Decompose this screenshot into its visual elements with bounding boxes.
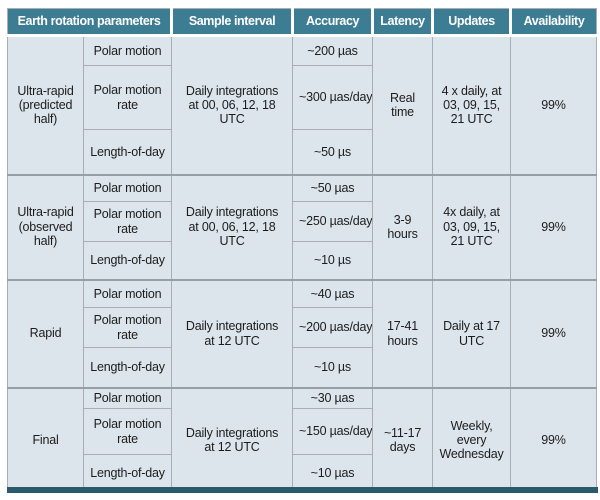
group-name-cell: Ultra-rapid (predicted half): [7, 35, 84, 175]
earth-rotation-parameters-table: Earth rotation parameters Sample interva…: [6, 8, 598, 493]
table-bottom-accent-bar: [7, 487, 598, 493]
latency-cell: Real time: [372, 35, 434, 175]
group-name-cell: Ultra-rapid (observed half): [7, 173, 84, 280]
accuracy-cell: ~250 µas/day: [292, 201, 374, 242]
parameter-cell: Polar motion: [82, 278, 173, 308]
parameter-cell: Length-of-day: [82, 129, 173, 175]
column-header-availability: Availability: [509, 8, 598, 37]
availability-cell: 99%: [510, 173, 598, 280]
table-row: Polar motion rate ~150 µas/day: [8, 408, 597, 455]
accuracy-cell: ~10 µas: [292, 454, 374, 493]
parameter-cell: Polar motion rate: [82, 307, 173, 348]
column-header-latency: Latency: [371, 8, 434, 37]
availability-cell: 99%: [510, 35, 598, 175]
accuracy-cell: ~30 µas: [292, 386, 374, 409]
accuracy-cell: ~10 µs: [292, 241, 374, 280]
updates-cell: 4 x daily, at 03, 09, 15, 21 UTC: [432, 35, 512, 175]
column-header-earth-rotation-parameters: Earth rotation parameters: [6, 8, 173, 37]
group-name-cell: Final: [7, 386, 84, 493]
sample-interval-cell: Daily integrations at 12 UTC: [171, 386, 294, 493]
parameter-cell: Length-of-day: [82, 241, 173, 280]
availability-cell: 99%: [510, 386, 598, 493]
accuracy-cell: ~50 µas: [292, 173, 374, 202]
column-header-updates: Updates: [431, 8, 512, 37]
column-header-accuracy: Accuracy: [291, 8, 374, 37]
header-row: Earth rotation parameters Sample interva…: [6, 8, 598, 37]
accuracy-cell: ~10 µs: [292, 347, 374, 388]
accuracy-cell: ~200 µas/day: [292, 307, 374, 348]
table-row: Length-of-day ~10 µs: [8, 347, 597, 388]
sample-interval-cell: Daily integrations at 00, 06, 12, 18 UTC: [171, 173, 294, 280]
latency-cell: 17-41 hours: [372, 278, 434, 388]
parameter-cell: Polar motion rate: [82, 201, 173, 242]
accuracy-cell: ~150 µas/day: [292, 408, 374, 455]
accuracy-cell: ~300 µas/day: [292, 65, 374, 130]
table-row: Length-of-day ~50 µs: [8, 129, 597, 175]
accuracy-cell: ~50 µs: [292, 129, 374, 175]
group-name-cell: Rapid: [7, 278, 84, 388]
parameter-cell: Polar motion: [82, 173, 173, 202]
sample-interval-cell: Daily integrations at 12 UTC: [171, 278, 294, 388]
updates-cell: 4x daily, at 03, 09, 15, 21 UTC: [432, 173, 512, 280]
parameter-cell: Polar motion rate: [82, 65, 173, 130]
parameter-cell: Polar motion: [82, 35, 173, 66]
parameter-cell: Polar motion: [82, 386, 173, 409]
updates-cell: Weekly, every Wednesday: [432, 386, 512, 493]
latency-cell: 3-9 hours: [372, 173, 434, 280]
table-row: Ultra-rapid (predicted half) Polar motio…: [7, 35, 598, 175]
table-row: Polar motion rate ~300 µas/day: [8, 65, 597, 130]
parameter-cell: Length-of-day: [82, 454, 173, 493]
table-row: Rapid Polar motion Daily integrations at…: [7, 278, 598, 388]
table-row: Polar motion rate ~250 µas/day: [8, 201, 597, 242]
updates-cell: Daily at 17 UTC: [432, 278, 512, 388]
sample-interval-cell: Daily integrations at 00, 06, 12, 18 UTC: [171, 35, 294, 175]
table-row: Ultra-rapid (observed half) Polar motion…: [7, 173, 598, 280]
accuracy-cell: ~40 µas: [292, 278, 374, 308]
parameter-cell: Polar motion rate: [82, 408, 173, 455]
availability-cell: 99%: [510, 278, 598, 388]
column-header-sample-interval: Sample interval: [170, 8, 294, 37]
table-row: Final Polar motion Daily integrations at…: [7, 386, 598, 493]
latency-cell: ~11-17 days: [372, 386, 434, 493]
table-row: Polar motion rate ~200 µas/day: [8, 307, 597, 348]
parameter-cell: Length-of-day: [82, 347, 173, 388]
table-row: Length-of-day ~10 µas: [8, 454, 597, 493]
accuracy-cell: ~200 µas: [292, 35, 374, 66]
